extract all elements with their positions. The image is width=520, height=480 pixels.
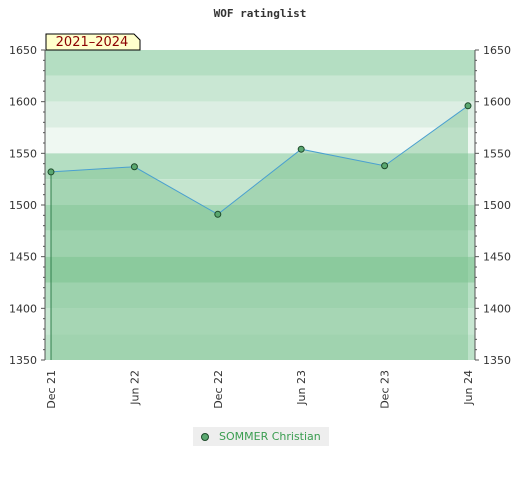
y-tick-label: 1650 <box>483 44 511 57</box>
chart-title: WOF ratinglist <box>214 7 307 20</box>
year-range-badge: 2021–2024 <box>45 33 141 51</box>
x-tick-label: Dec 22 <box>212 370 225 409</box>
y-tick-label: 1500 <box>483 199 511 212</box>
x-axis: Dec 21 Jun 22 Dec 22 Jun 23 Dec 23 Jun 24 <box>45 370 475 409</box>
band <box>45 127 475 154</box>
band <box>45 205 475 231</box>
y-tick-label: 1600 <box>483 96 511 109</box>
band <box>45 50 475 76</box>
band <box>45 101 475 128</box>
x-tick-label: Jun 24 <box>462 370 475 406</box>
y-tick-label: 1450 <box>9 251 37 264</box>
y-tick-label: 1350 <box>483 354 511 367</box>
band <box>45 75 475 102</box>
y-tick-label: 1400 <box>483 302 511 315</box>
band <box>45 153 475 180</box>
series-line <box>50 105 469 215</box>
y-tick-label: 1550 <box>9 147 37 160</box>
band <box>45 334 475 360</box>
y-tick-label: 1500 <box>9 199 37 212</box>
y-tick-label: 1400 <box>9 302 37 315</box>
band <box>45 308 475 335</box>
year-range-label: 2021–2024 <box>56 35 129 50</box>
x-tick-label: Dec 23 <box>379 370 392 409</box>
band <box>45 179 475 205</box>
x-tick-label: Jun 23 <box>295 370 308 406</box>
data-point <box>130 163 138 171</box>
data-point <box>214 210 222 218</box>
y-tick-label: 1350 <box>9 354 37 367</box>
left-axis: 1350 1400 1450 1500 1550 1600 1650 <box>9 44 46 367</box>
legend: SOMMER Christian <box>193 427 329 446</box>
area-fill <box>51 105 468 360</box>
y-tick-label: 1600 <box>9 96 37 109</box>
y-tick-label: 1550 <box>483 147 511 160</box>
data-point <box>381 162 389 170</box>
data-point <box>47 168 55 176</box>
y-tick-label: 1650 <box>9 44 37 57</box>
x-tick-label: Dec 21 <box>45 370 58 409</box>
data-point <box>297 145 305 153</box>
data-points <box>47 102 472 218</box>
background-bands <box>45 50 475 360</box>
band <box>45 230 475 257</box>
band <box>45 282 475 309</box>
legend-label: SOMMER Christian <box>219 430 321 443</box>
data-point <box>464 102 472 110</box>
band <box>45 256 475 283</box>
y-tick-label: 1450 <box>483 251 511 264</box>
legend-marker-icon <box>201 432 209 441</box>
x-tick-label: Jun 22 <box>128 370 141 406</box>
right-axis: 1350 1400 1450 1500 1550 1600 1650 <box>474 44 511 367</box>
